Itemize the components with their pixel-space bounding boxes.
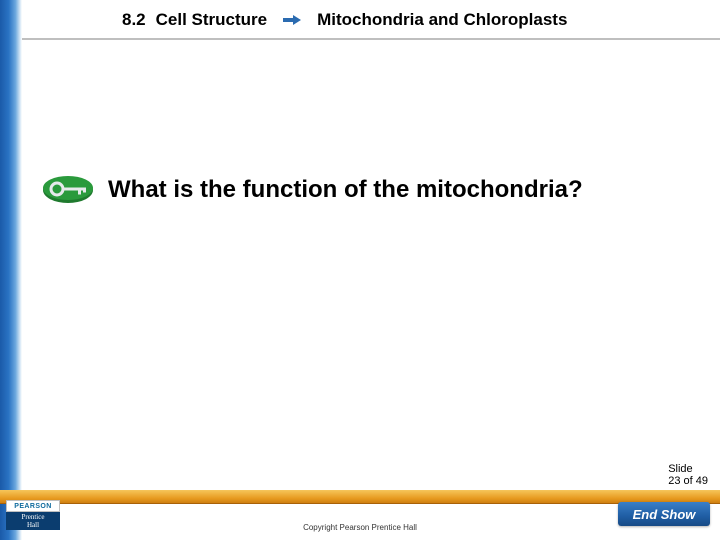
end-show-button[interactable]: End Show bbox=[618, 502, 710, 526]
content-area: What is the function of the mitochondria… bbox=[42, 175, 702, 205]
section-title: Cell Structure bbox=[156, 10, 267, 30]
copyright-text: Copyright Pearson Prentice Hall bbox=[0, 523, 720, 532]
section-subtitle: Mitochondria and Chloroplasts bbox=[317, 10, 567, 30]
footer-band: PEARSON Prentice Hall Copyright Pearson … bbox=[0, 486, 720, 540]
section-number: 8.2 bbox=[122, 10, 146, 30]
question-text: What is the function of the mitochondria… bbox=[108, 176, 583, 204]
orange-bar-decoration bbox=[0, 490, 720, 504]
left-border-decoration bbox=[0, 0, 22, 540]
slide-counter: Slide 23 of 49 bbox=[664, 462, 712, 488]
logo-pearson-text: PEARSON bbox=[6, 500, 60, 512]
slide-header: 8.2 Cell Structure Mitochondria and Chlo… bbox=[22, 0, 720, 36]
slide-container: 8.2 Cell Structure Mitochondria and Chlo… bbox=[0, 0, 720, 540]
arrow-right-icon bbox=[283, 15, 301, 25]
logo-line1: Prentice bbox=[22, 513, 45, 521]
slide-counter-prefix: Slide bbox=[668, 463, 692, 475]
key-concept-icon bbox=[42, 175, 94, 205]
header-divider bbox=[22, 38, 720, 40]
